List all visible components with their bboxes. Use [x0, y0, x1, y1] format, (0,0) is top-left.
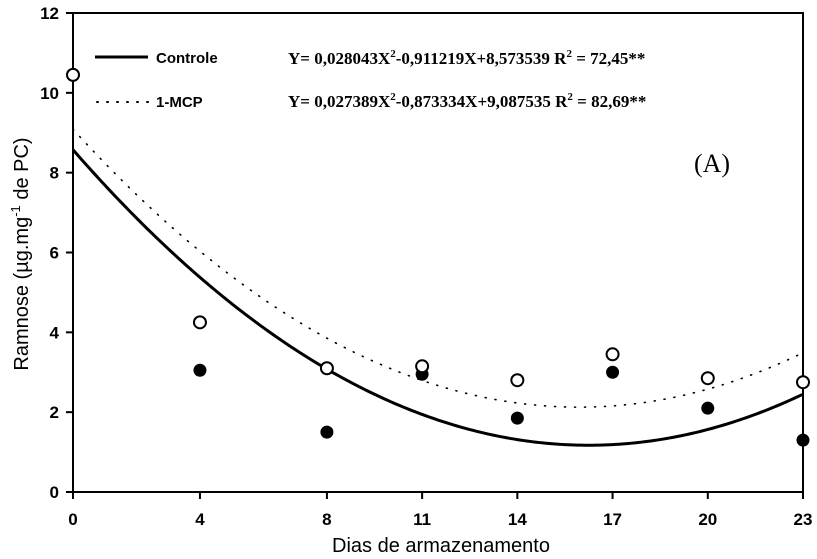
- point-controle-7: [796, 433, 810, 447]
- axes: 0 2 4 6 8 10 12 0 4 8 11 14 17 20 23: [40, 4, 812, 529]
- point-1mcp-3: [415, 359, 430, 374]
- y-tick-label-2: 4: [50, 323, 60, 342]
- x-tick-label-5: 17: [603, 510, 622, 529]
- x-tick-label-6: 20: [698, 510, 717, 529]
- y-tick-label-1: 2: [50, 403, 59, 422]
- legend-label-1mcp: 1-MCP: [156, 94, 203, 111]
- equation-1mcp: Y= 0,027389X2-0,873334X+9,087535 R2 = 82…: [288, 91, 646, 111]
- equation-controle-exp1: 2: [390, 48, 396, 60]
- fit-curves: [71, 128, 804, 447]
- point-controle-1: [193, 363, 207, 377]
- legend: Controle Y= 0,028043X2-0,911219X+8,57353…: [95, 48, 646, 111]
- fit-curve-1mcp: [72, 128, 804, 408]
- equation-1mcp-rhs: = 82,69**: [573, 92, 646, 111]
- x-tick-label-2: 8: [322, 510, 331, 529]
- equation-controle-rhs: = 72,45**: [572, 49, 645, 68]
- y-axis-title-main: Ramnose (µg.mg: [11, 217, 33, 371]
- equation-1mcp-mid: -0,873334X+9,087535 R: [396, 92, 568, 111]
- point-1mcp-4: [510, 373, 525, 388]
- equation-controle-mid: -0,911219X+8,573539 R: [396, 49, 567, 68]
- y-axis-title: Ramnose (µg.mg-1 de PC): [8, 137, 33, 370]
- point-1mcp-1: [192, 315, 207, 330]
- y-axis-title-sup: -1: [8, 205, 23, 217]
- point-1mcp-5: [605, 347, 620, 362]
- point-1mcp-6: [700, 371, 715, 386]
- y-tick-label-3: 6: [50, 244, 59, 263]
- equation-1mcp-lhs: Y= 0,027389X: [288, 92, 391, 111]
- y-tick-label-5: 10: [40, 84, 59, 103]
- point-1mcp-7: [796, 375, 810, 390]
- equation-controle-lhs: Y= 0,028043X: [288, 49, 391, 68]
- point-1mcp-0: [66, 67, 80, 82]
- y-tick-label-0: 0: [50, 483, 59, 502]
- y-axis-title-end: de PC): [11, 137, 33, 205]
- fit-curve-controle: [71, 148, 804, 447]
- point-controle-5: [606, 365, 620, 379]
- panel-label: (A): [694, 149, 730, 178]
- x-axis-title: Dias de armazenamento: [332, 535, 550, 557]
- point-controle-6: [701, 401, 715, 415]
- x-tick-label-0: 0: [68, 510, 77, 529]
- data-points: [66, 67, 810, 447]
- point-controle-4: [510, 411, 524, 425]
- legend-label-controle: Controle: [156, 50, 218, 67]
- equation-1mcp-exp1: 2: [390, 91, 396, 103]
- point-1mcp-2: [319, 361, 334, 376]
- x-tick-label-7: 23: [794, 510, 813, 529]
- x-tick-label-1: 4: [195, 510, 205, 529]
- equation-controle-exp2: 2: [566, 48, 572, 60]
- point-controle-2: [320, 425, 334, 439]
- x-tick-label-3: 11: [413, 510, 431, 529]
- y-tick-label-6: 12: [40, 4, 59, 23]
- equation-controle: Y= 0,028043X2-0,911219X+8,573539 R2 = 72…: [288, 48, 645, 68]
- y-tick-label-4: 8: [50, 164, 59, 183]
- x-tick-label-4: 14: [508, 510, 527, 529]
- equation-1mcp-exp2: 2: [567, 91, 573, 103]
